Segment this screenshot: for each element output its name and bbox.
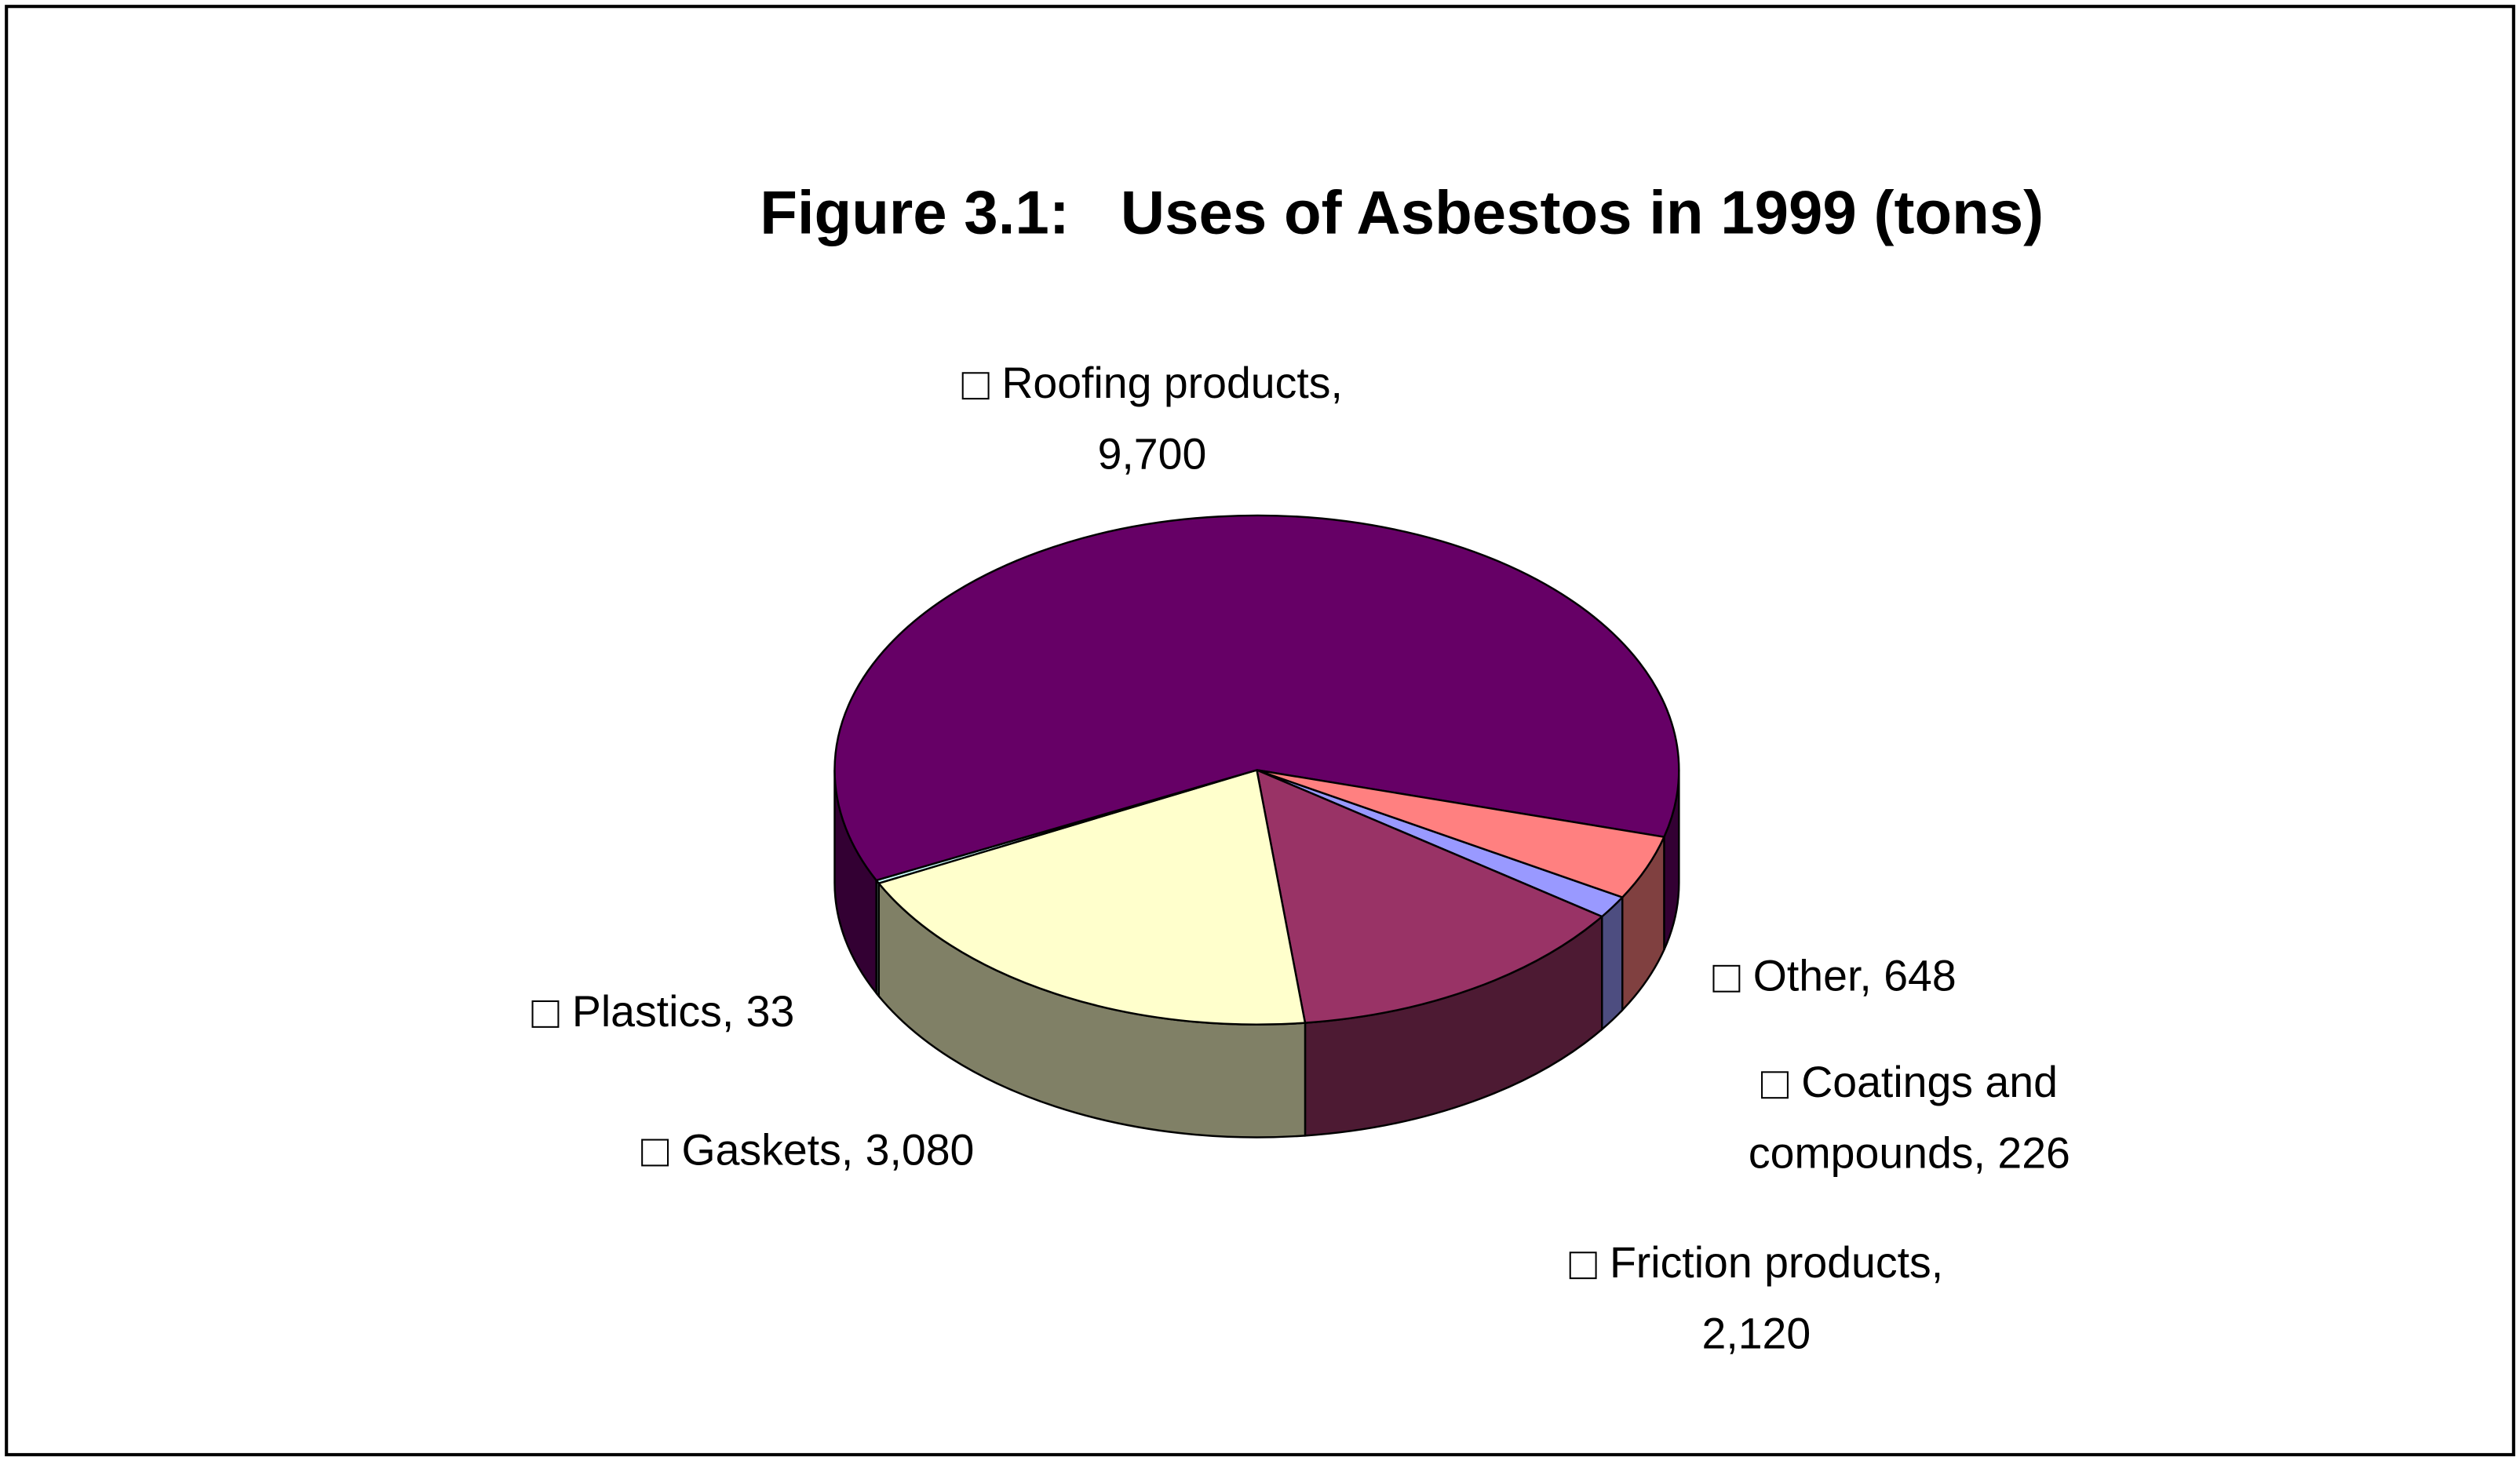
category-label: Roofing products: [1001, 359, 1331, 408]
slice: [833, 514, 1680, 882]
data-label: Friction products, 2,120: [1515, 1227, 1998, 1369]
data-label: Other, 648: [1712, 941, 2132, 1011]
value-label: 226: [1997, 1129, 2070, 1178]
legend-key: [641, 1139, 669, 1167]
label-separator: ,: [721, 987, 746, 1037]
data-label: Plastics, 33: [531, 976, 951, 1047]
category-label: Gaskets: [681, 1126, 841, 1175]
chart-frame: [5, 5, 2515, 1457]
data-label: Roofing products, 9,700: [903, 348, 1402, 490]
legend-key: [1712, 964, 1741, 993]
value-label: 3,080: [865, 1126, 975, 1175]
legend-key: [531, 1000, 560, 1028]
data-label: Coatings and compounds, 226: [1668, 1047, 2151, 1190]
category-label: Other: [1752, 952, 1860, 1000]
legend-key: [1569, 1252, 1597, 1280]
slice: [877, 768, 1307, 1026]
slice-side: [1601, 894, 1624, 1032]
category-label: Friction products: [1609, 1238, 1931, 1288]
slice: [1256, 769, 1666, 899]
label-separator: ,: [1859, 952, 1884, 1000]
label-separator: ,: [1931, 1238, 1944, 1288]
label-separator: ,: [841, 1126, 866, 1175]
chart-title: Figure 3.1: Uses of Asbestos in 1999 (to…: [760, 180, 2044, 249]
legend-key: [1760, 1071, 1789, 1099]
category-label: Plastics: [571, 987, 722, 1037]
label-separator: ,: [1973, 1129, 1998, 1178]
value-label: 9,700: [1097, 430, 1207, 479]
value-label: 33: [746, 987, 795, 1037]
legend-key: [961, 372, 989, 400]
label-separator: ,: [1330, 359, 1343, 408]
value-label: 648: [1884, 952, 1957, 1000]
slice: [1255, 768, 1604, 1024]
data-label: Gaskets, 3,080: [641, 1115, 1157, 1186]
value-label: 2,120: [1701, 1310, 1811, 1358]
category-label: Coatings and compounds: [1748, 1058, 2058, 1178]
